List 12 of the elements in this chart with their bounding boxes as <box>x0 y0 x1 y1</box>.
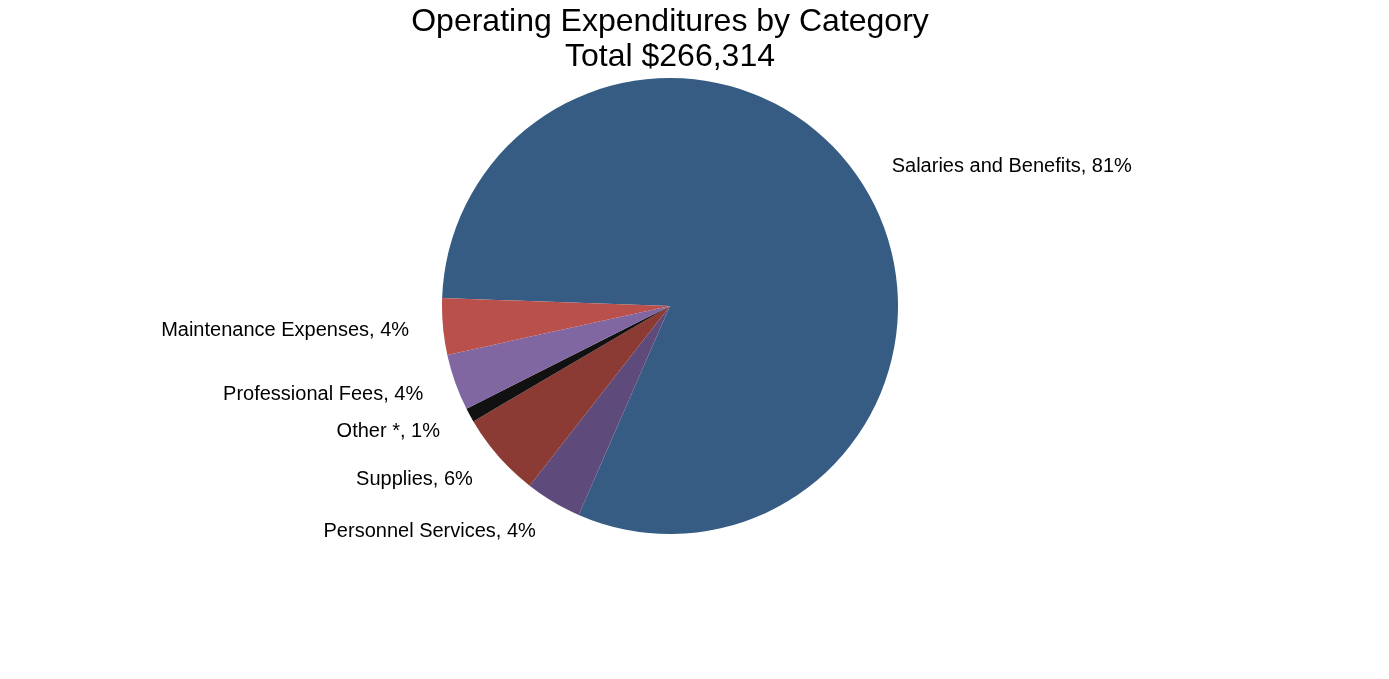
chart-title: Operating Expenditures by Category <box>411 2 929 38</box>
pie-slice <box>473 306 670 486</box>
pie-slice <box>442 298 670 355</box>
slice-label: Supplies, 6% <box>356 466 474 489</box>
slice-label: Personnel Services, 4% <box>323 519 537 542</box>
slice-label: Maintenance Expenses, 4% <box>161 317 410 340</box>
slice-label: Other *, 1% <box>336 419 441 442</box>
slice-label: Salaries and Benefits, 81% <box>891 154 1133 177</box>
pie-slice <box>529 306 670 515</box>
slice-label: Professional Fees, 4% <box>223 381 424 404</box>
chart-subtitle: Total $266,314 <box>565 37 775 73</box>
pie-slice <box>447 306 670 409</box>
